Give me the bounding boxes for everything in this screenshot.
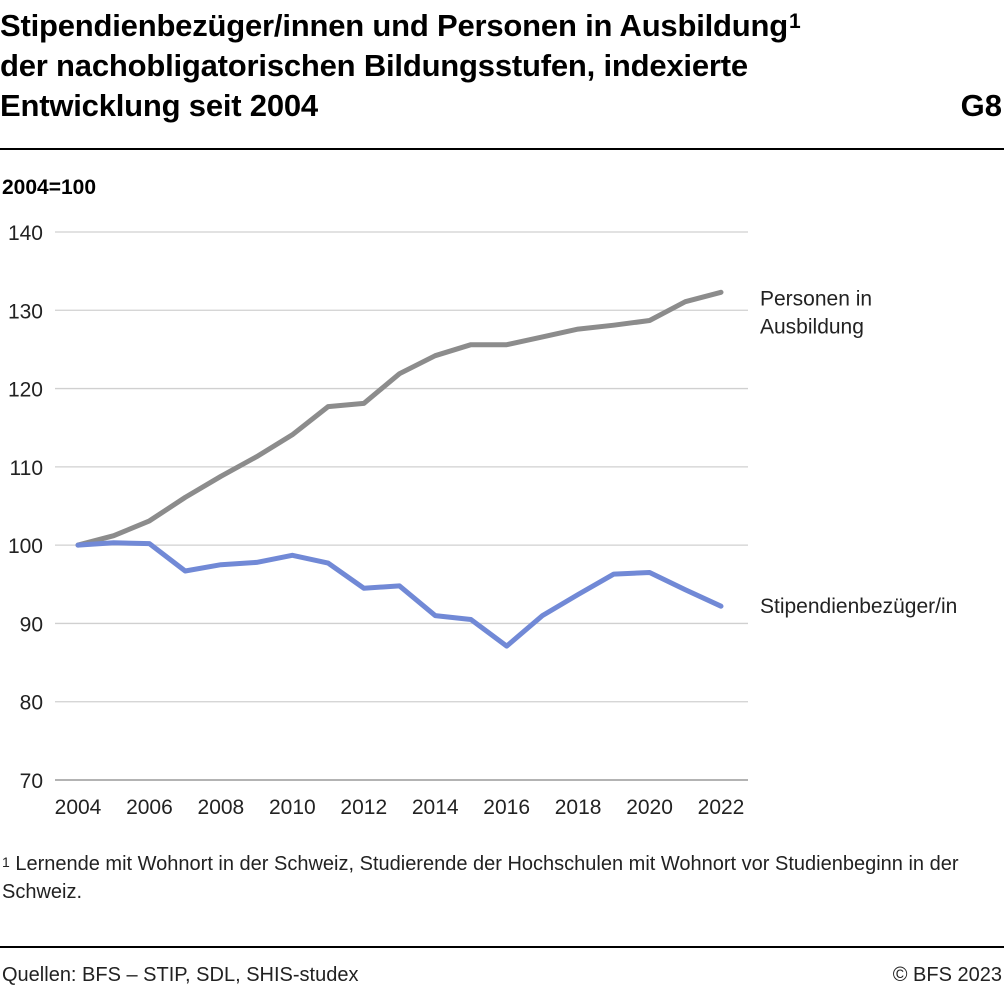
top-rule [0,148,1004,150]
x-tick-label-2016: 2016 [483,796,530,819]
series-label-personen-in-ausbildung-1: Personen in [760,287,872,310]
line-chart: 70 80 90 100 110 120 130 140 2004 2006 2008 2010 201… [8,222,957,819]
y-tick-label-100: 100 [8,535,43,558]
title-footnote-marker: 1 [788,10,801,33]
y-tick-label-90: 90 [20,613,43,636]
graphic-number: G8 [960,88,1002,123]
bottom-rule [0,946,1004,948]
y-tick-label-80: 80 [20,692,43,715]
chart-title: Stipendienbezüger/innen und Personen in … [0,6,1004,126]
source-note: Quellen: BFS – STIP, SDL, SHIS-studex [2,964,359,986]
y-tick-label-140: 140 [8,222,43,245]
series-label-stipendienbez-ger-in-1: Stipendienbezüger/in [760,595,957,618]
title-line-1: Stipendienbezüger/innen und Personen in … [0,8,801,43]
x-tick-label-2018: 2018 [555,796,602,819]
y-axis-unit-label: 2004=100 [2,176,97,199]
x-tick-label-2012: 2012 [340,796,387,819]
y-tick-label-70: 70 [20,770,43,793]
x-tick-label-2014: 2014 [412,796,459,819]
series-line-stipendienbez-ger-in [75,540,724,649]
x-tick-label-2010: 2010 [269,796,316,819]
y-tick-label-130: 130 [8,300,43,323]
x-tick-label-2022: 2022 [698,796,745,819]
y-tick-label-120: 120 [8,379,43,402]
series-line-personen-in-ausbildung [75,289,724,548]
x-tick-label-2020: 2020 [626,796,673,819]
x-tick-label-2004: 2004 [55,796,102,819]
x-tick-label-2006: 2006 [126,796,173,819]
series-label-personen-in-ausbildung-2: Ausbildung [760,315,864,338]
copyright-note: © BFS 2023 [892,964,1002,986]
x-tick-label-2008: 2008 [198,796,245,819]
title-line-2: der nachobligatorischen Bildungsstufen, … [0,48,748,83]
y-tick-label-110: 110 [10,457,43,480]
footnote: 1 Lernende mit Wohnort in der Schweiz, S… [2,850,992,906]
title-line-3: Entwicklung seit 2004 [0,88,318,123]
footnote-marker: 1 [2,854,10,870]
footnote-text: Lernende mit Wohnort in der Schweiz, Stu… [2,853,959,903]
